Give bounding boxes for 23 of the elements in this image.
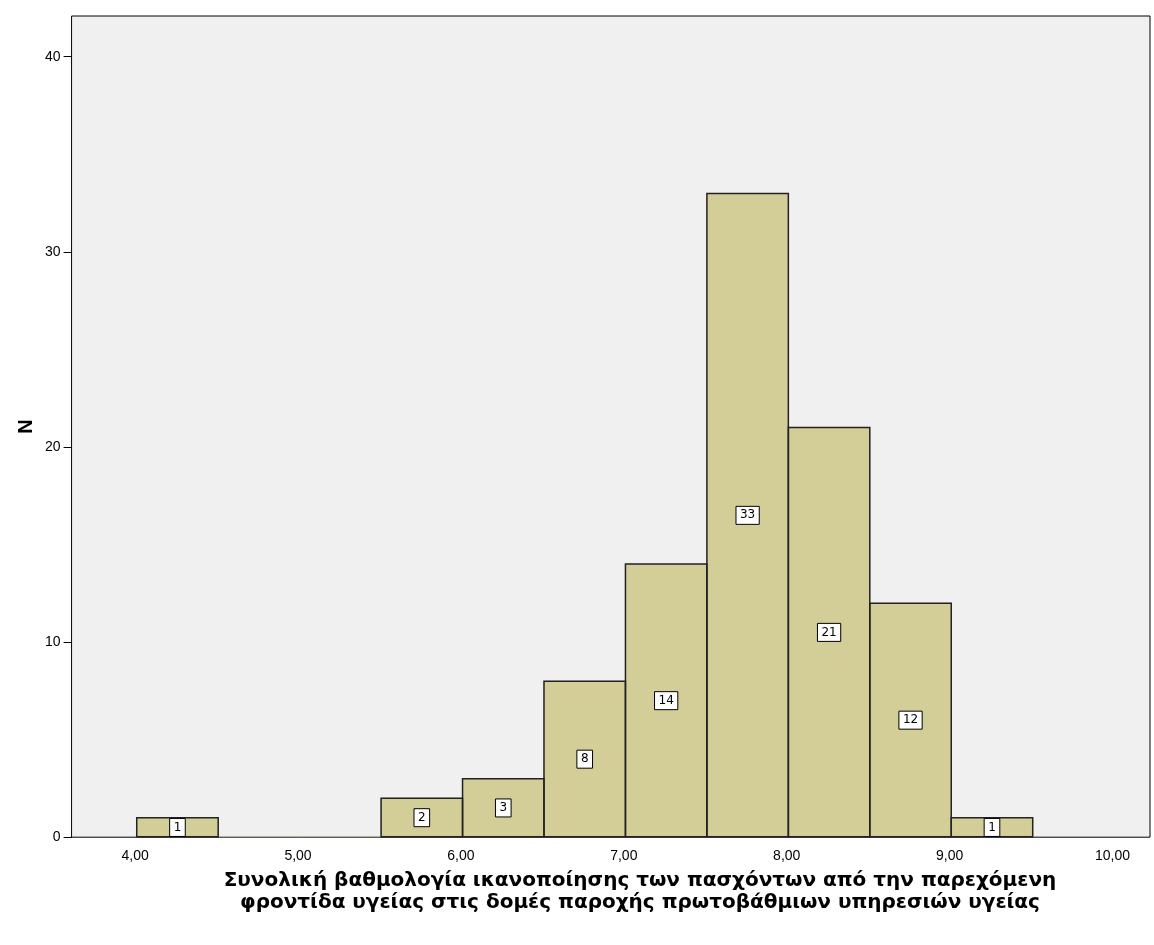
data-label: 8 — [580, 751, 589, 766]
data-label: 1 — [988, 819, 996, 834]
y-tick-label: 40 — [44, 47, 61, 64]
x-tick-label: 10,00 — [1095, 847, 1131, 864]
x-axis-title: Συνολική βαθμολογία ικανοποίησης των πασχόντων από την παρεχόμενη φροντίδα υγείας στις δομές παροχής πρωτοβάθμιων υπηρεσιών υγείας — [222, 867, 1058, 913]
data-label: 33 — [739, 507, 756, 522]
data-label: 2 — [418, 809, 426, 824]
data-label: 14 — [658, 692, 674, 707]
data-label: 21 — [821, 624, 837, 639]
x-tick-label: 7,00 — [610, 847, 638, 864]
x-tick-label: 8,00 — [773, 847, 801, 864]
data-label: 12 — [902, 712, 919, 727]
y-tick-label: 30 — [44, 242, 61, 259]
data-label: 3 — [499, 800, 508, 815]
y-axis-title: N — [13, 419, 36, 434]
y-tick-label: 20 — [44, 437, 61, 454]
x-tick-label: 4,00 — [121, 847, 149, 864]
y-tick-label: 0 — [52, 828, 61, 845]
x-tick-label: 6,00 — [447, 847, 475, 864]
x-tick-label: 5,00 — [284, 847, 312, 864]
x-tick-label: 9,00 — [936, 847, 964, 864]
y-tick-label: 10 — [44, 633, 61, 649]
data-label: 1 — [173, 819, 182, 834]
